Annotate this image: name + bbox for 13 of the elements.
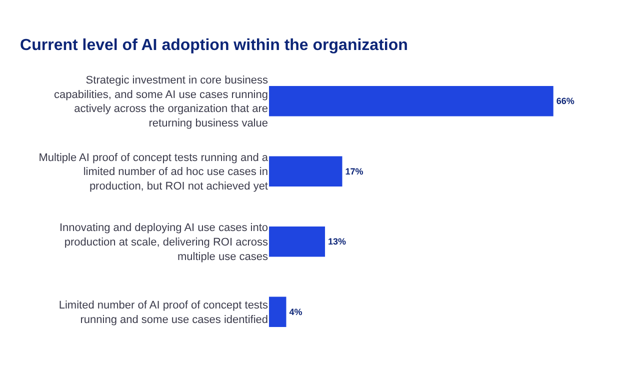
bar [269, 156, 342, 186]
data-label: 66% [556, 96, 574, 106]
y-tick-label: Multiple AI proof of concept tests running and a limited number of ad hoc use cases in production, but ROI not achieved yet [38, 152, 269, 193]
y-tick-label: Limited number of AI proof of concept tests running and some use cases identified [58, 300, 268, 326]
bar [269, 86, 554, 116]
data-label: 17% [345, 166, 364, 176]
bar [269, 226, 326, 257]
data-label: 4% [289, 306, 302, 317]
chart-title: Current level of AI adoption within the organization [20, 36, 408, 54]
y-tick-label: Innovating and deploying AI use cases into production at scale, delivering ROI across multiple use cases [59, 222, 268, 263]
bar [269, 296, 286, 327]
y-tick-label: Strategic investment in core business capabilities, and some AI use cases running actively across the organization that are returning business value [54, 74, 268, 130]
data-label: 13% [328, 236, 346, 247]
